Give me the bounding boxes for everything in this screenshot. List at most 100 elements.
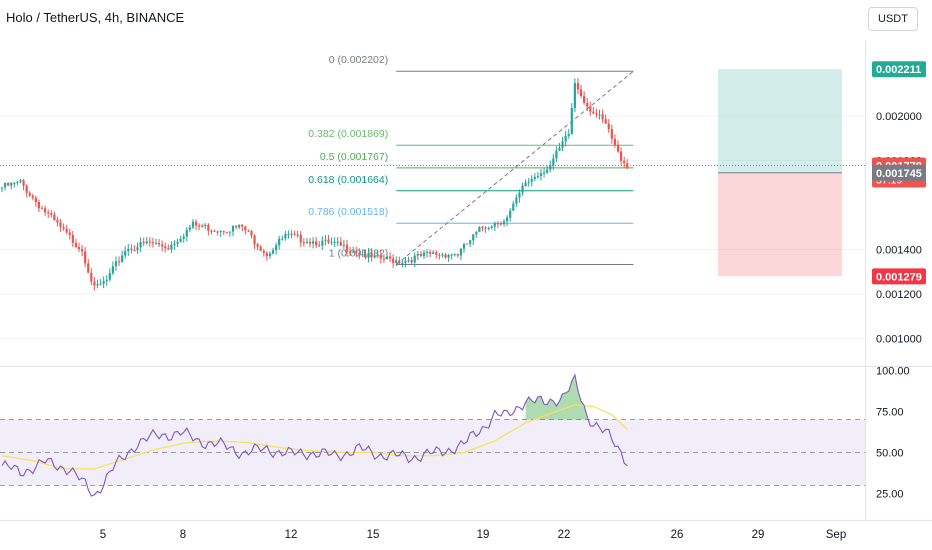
- candle-body: [527, 181, 530, 183]
- candle-body: [441, 254, 444, 256]
- candle-body: [154, 243, 158, 245]
- price-tick-label: 0.001400: [876, 244, 922, 256]
- candle-body: [278, 238, 281, 246]
- candle-body: [213, 230, 216, 232]
- candle-body: [284, 233, 287, 239]
- candle-body: [361, 254, 364, 256]
- price-grid: [0, 115, 865, 339]
- candle-body: [228, 231, 232, 233]
- candle-body: [530, 178, 533, 182]
- candle-body: [321, 240, 324, 246]
- candle-body: [598, 114, 601, 116]
- price-axis: 0.0020000.0018000.0014000.0012000.001000…: [872, 61, 926, 345]
- price-badge-label: 0.001279: [876, 271, 922, 283]
- candle-body: [148, 241, 151, 243]
- candle-body: [462, 243, 466, 249]
- candle-body: [616, 144, 620, 152]
- candle-body: [293, 234, 296, 236]
- candle-body: [419, 253, 422, 256]
- candle-body: [225, 232, 228, 234]
- candle-body: [28, 192, 31, 196]
- candle-body: [80, 249, 84, 252]
- fib-level-label: 0.618 (0.001664): [308, 174, 388, 186]
- candle-body: [385, 256, 389, 260]
- candle-body: [87, 263, 90, 273]
- candle-body: [198, 225, 201, 227]
- candle-body: [413, 255, 416, 263]
- candle-body: [182, 236, 185, 239]
- candle-body: [533, 176, 536, 179]
- candle-body: [564, 135, 567, 142]
- candle-body: [16, 181, 19, 183]
- candle-body: [456, 254, 459, 256]
- candle-body: [170, 244, 173, 250]
- candle-body: [521, 186, 524, 193]
- candle-body: [90, 272, 93, 282]
- price-badge-label: 0.001745: [876, 168, 922, 180]
- candle-body: [352, 251, 355, 253]
- candle-body: [219, 231, 222, 233]
- candle-body: [62, 227, 65, 229]
- candle-body: [56, 219, 59, 223]
- candle-body: [567, 133, 570, 136]
- candle-body: [121, 255, 124, 262]
- candle-body: [613, 138, 617, 145]
- candle-body: [583, 96, 586, 103]
- candle-body: [22, 180, 25, 186]
- candle-body: [595, 113, 598, 115]
- candle-body: [96, 284, 99, 286]
- candle-body: [308, 242, 312, 244]
- time-tick-label: 19: [477, 529, 490, 541]
- candle-body: [573, 83, 576, 109]
- candle-body: [407, 260, 410, 262]
- candle-body: [327, 239, 330, 243]
- candles: [0, 78, 629, 291]
- candle-body: [487, 227, 490, 229]
- candle-body: [330, 242, 333, 244]
- candle-body: [388, 256, 392, 259]
- candle-body: [290, 233, 293, 235]
- candle-body: [34, 197, 37, 203]
- candle-body: [490, 226, 493, 228]
- candle-body: [253, 235, 256, 245]
- candle-body: [379, 254, 382, 259]
- candle-body: [167, 248, 170, 250]
- price-badge: [872, 61, 926, 78]
- price-badge-label: 0.002211: [876, 64, 921, 76]
- candle-body: [610, 129, 613, 139]
- candle-body: [367, 252, 370, 258]
- candle-body: [339, 241, 342, 246]
- candle-body: [256, 244, 259, 247]
- symbol-title[interactable]: Holo / TetherUS, 4h, BINANCE: [6, 10, 185, 25]
- candle-body: [518, 192, 521, 198]
- candle-body: [432, 252, 435, 254]
- candle-body: [173, 243, 176, 245]
- candle-body: [348, 251, 352, 253]
- fib-retracement: 0 (0.002202) 0.382 (0.001869) 0.5 (0.00176…: [308, 54, 634, 266]
- candle-body: [74, 242, 78, 247]
- candle-body: [185, 229, 188, 237]
- candle-body: [395, 260, 398, 264]
- candle-body: [50, 213, 53, 215]
- candle-body: [157, 243, 161, 245]
- candle-body: [19, 180, 22, 182]
- candle-body: [542, 172, 546, 174]
- candle-body: [164, 246, 167, 249]
- time-tick-label: Sep: [826, 529, 846, 541]
- candle-body: [478, 226, 481, 232]
- candle-body: [539, 173, 543, 176]
- candle-body: [604, 119, 607, 124]
- candle-body: [558, 147, 561, 151]
- rsi-pane: 100.00 75.00 50.00 25.00: [0, 365, 910, 501]
- candle-body: [592, 111, 595, 114]
- candle-body: [265, 253, 268, 256]
- candle-body: [589, 106, 592, 112]
- time-axis: 5 8 12 15 19 22 26 29 Sep: [100, 529, 846, 541]
- candle-body: [579, 89, 583, 97]
- currency-selector[interactable]: USDT: [868, 7, 918, 31]
- rsi-tick-label: 100.00: [876, 365, 910, 377]
- candle-body: [191, 221, 195, 228]
- candle-body: [509, 210, 512, 218]
- price-tick-label: 0.002000: [876, 111, 922, 123]
